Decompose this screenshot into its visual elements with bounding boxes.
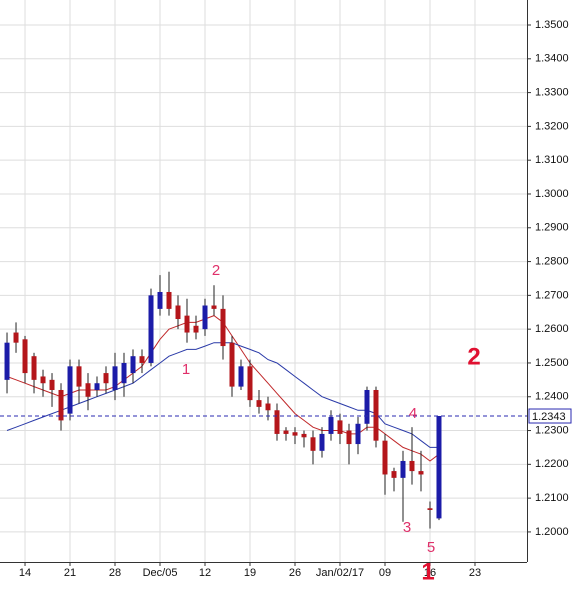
candle-body [382, 440, 388, 475]
x-tick-label: 23 [469, 567, 481, 579]
candle-body [4, 342, 10, 380]
candle-body [256, 400, 262, 407]
candle-body [265, 403, 271, 411]
candle-body [418, 471, 424, 475]
wave-label: 4 [409, 405, 417, 422]
candle-body [274, 410, 280, 434]
candle-body [139, 356, 145, 363]
plot [4, 271, 442, 529]
candle-body [427, 508, 433, 510]
candle-body [67, 366, 73, 414]
candle-body [157, 291, 163, 309]
y-tick-label: 1.2500 [535, 357, 569, 369]
candle-body [103, 373, 109, 384]
candle-body [355, 423, 361, 445]
current-price-label: 1.2343 [532, 411, 566, 423]
candle-body [202, 305, 208, 330]
x-tick-label: 19 [244, 567, 256, 579]
grid [0, 0, 527, 562]
candle-body [166, 291, 172, 309]
candle-body [121, 362, 127, 384]
wave-label: 1 [182, 361, 190, 378]
x-tick-label: Jan/02/17 [316, 567, 364, 579]
candle-body [409, 460, 415, 472]
candle-body [391, 471, 397, 478]
x-tick-label: 12 [199, 567, 211, 579]
candle-body [238, 366, 244, 387]
y-tick-label: 1.2900 [535, 222, 569, 234]
candle-body [130, 356, 136, 374]
wave-label: 3 [403, 519, 411, 536]
candle-body [49, 379, 55, 390]
candle-body [31, 356, 37, 380]
y-tick-label: 1.2200 [535, 458, 569, 470]
candle-body [184, 315, 190, 333]
y-tick-label: 1.2100 [535, 492, 569, 504]
y-tick-label: 1.3100 [535, 154, 569, 166]
y-tick-label: 1.2400 [535, 391, 569, 403]
candle-body [373, 389, 379, 441]
candle-body [22, 339, 28, 374]
x-tick-label: 28 [109, 567, 121, 579]
current-price-box [528, 408, 572, 424]
wave-label: 2 [212, 262, 220, 279]
candle-body [175, 305, 181, 320]
candle-body [364, 389, 370, 424]
candle-body [337, 420, 343, 434]
x-tick-label: Dec/05 [143, 567, 178, 579]
candle-body [346, 430, 352, 445]
y-tick-label: 1.2300 [535, 424, 569, 436]
candle-body [400, 460, 406, 478]
marker-label: 1 [421, 558, 434, 585]
candle-body [229, 342, 235, 387]
x-tick-label: 09 [379, 567, 391, 579]
candle-body [220, 308, 226, 347]
y-tick-label: 1.2700 [535, 289, 569, 301]
candle-body [148, 295, 154, 363]
x-tick-label: 26 [289, 567, 301, 579]
candle-body [211, 305, 217, 309]
candle-body [85, 383, 91, 397]
x-tick-label: 16 [424, 567, 436, 579]
candle-body [13, 332, 19, 343]
y-tick-label: 1.2800 [535, 255, 569, 267]
y-tick-label: 1.3000 [535, 188, 569, 200]
y-tick-label: 1.2600 [535, 323, 569, 335]
candle-body [328, 417, 334, 434]
candle-body [193, 325, 199, 333]
x-tick-label: 14 [19, 567, 31, 579]
candle-body [94, 383, 100, 390]
candle-body [292, 432, 298, 436]
candle-body [319, 433, 325, 451]
candle-body [76, 366, 82, 387]
candle-body [112, 366, 118, 390]
marker-label: 2 [467, 343, 480, 370]
y-tick-label: 1.3200 [535, 120, 569, 132]
candle-body [436, 416, 442, 519]
candle-body [247, 366, 253, 401]
candle-body [40, 376, 46, 384]
candle-body [310, 437, 316, 451]
y-tick-label: 1.3300 [535, 87, 569, 99]
wave-label: 5 [427, 539, 435, 556]
candle-body [283, 430, 289, 434]
y-tick-label: 1.2000 [535, 526, 569, 538]
y-tick-label: 1.3400 [535, 53, 569, 65]
candle-body [58, 389, 64, 421]
x-tick-label: 21 [64, 567, 76, 579]
candle-body [301, 433, 307, 438]
y-tick-label: 1.3500 [535, 19, 569, 31]
